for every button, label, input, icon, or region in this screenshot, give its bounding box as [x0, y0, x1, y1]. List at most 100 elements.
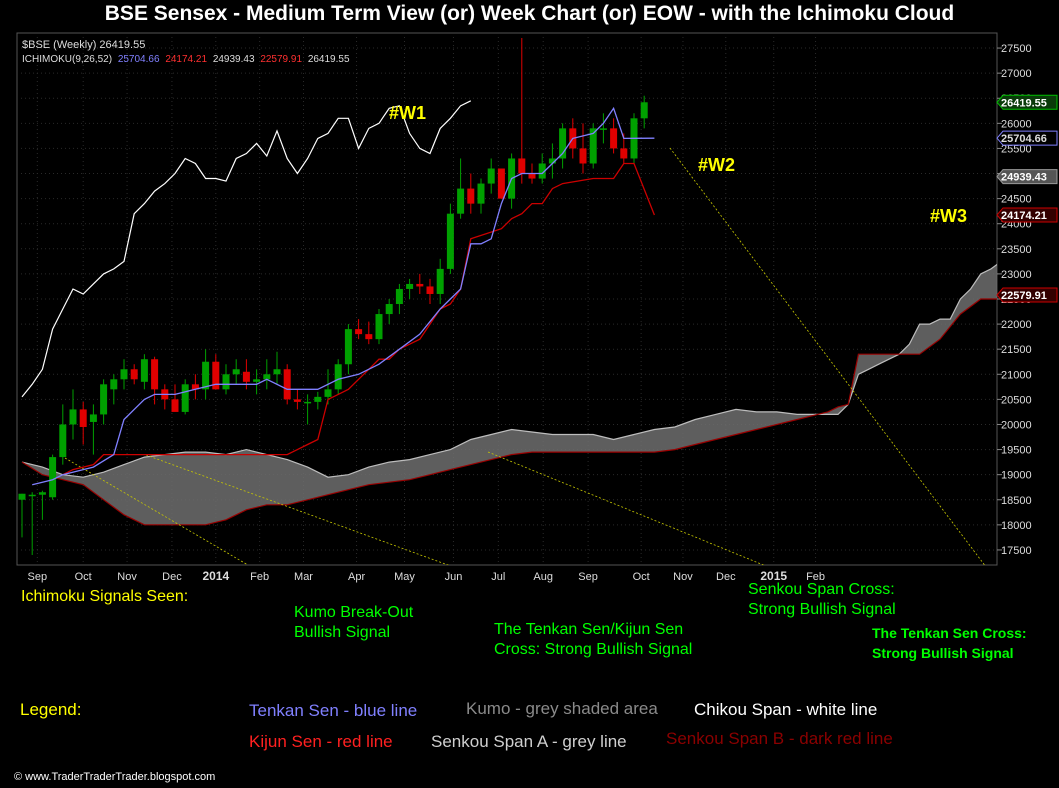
signal-kumo-breakout: Kumo Break-Out Bullish Signal [294, 603, 413, 643]
candle-body [406, 283, 414, 289]
y-tick-label: 21500 [1001, 344, 1032, 356]
annotation-lines [64, 147, 986, 565]
x-tick-label: Sep [578, 571, 598, 583]
candle-body [222, 374, 230, 390]
x-axis: Sep Oct Nov Dec 2014 Feb Mar Apr May Jun Jul Aug Sep… [28, 569, 826, 583]
candle-body [263, 374, 271, 380]
symbol-line: $BSE (Weekly) 26419.55 [22, 39, 145, 51]
value-box [996, 130, 1058, 146]
candle-body [528, 173, 536, 179]
candle-body [69, 409, 77, 425]
candle-body [120, 369, 128, 380]
x-tick-label: Oct [75, 571, 92, 583]
candle-body [436, 268, 444, 294]
x-tick-label: Jul [491, 571, 505, 583]
value-box [996, 287, 1058, 303]
signal-tk-cross: The Tenkan Sen/Kijun Sen Cross: Strong B… [494, 620, 692, 660]
x-tick-label: Jun [445, 571, 463, 583]
legend-senkou-b: Senkou Span B - dark red line [666, 729, 893, 748]
wave-label-w1: #W1 [389, 103, 426, 123]
y-tick-label: 19000 [1001, 470, 1032, 482]
candle-body [620, 148, 628, 159]
kumo-cloud [22, 264, 997, 525]
indicator-line: ICHIMOKU(9,26,52) 25704.66 24174.21 2493… [22, 54, 350, 65]
y-tick-label: 24500 [1001, 194, 1032, 206]
value-box-label: 24939.43 [1001, 172, 1047, 184]
candle-body [375, 314, 383, 340]
indicator-value-senkou-a: 24939.43 [213, 54, 255, 65]
signal-senkou-cross: Senkou Span Cross: Strong Bullish Signal [748, 580, 896, 620]
y-tick-label: 27500 [1001, 43, 1032, 55]
candle-body [334, 364, 342, 390]
candle-body [28, 494, 36, 497]
candle-body [181, 384, 189, 412]
candle-body [49, 457, 57, 498]
candle-body [477, 183, 485, 204]
chart-title: BSE Sensex - Medium Term View (or) Week … [104, 2, 955, 25]
candle-body [130, 369, 138, 380]
value-box [996, 169, 1058, 185]
x-tick-label: Sep [28, 571, 48, 583]
candle-body [283, 369, 291, 400]
value-box-label: 25704.66 [1001, 133, 1047, 145]
signal-line: Senkou Span Cross: [748, 581, 895, 598]
candle-body [140, 359, 148, 382]
x-tick-label: Nov [673, 571, 693, 583]
candle-body [395, 288, 403, 305]
candle-body [548, 158, 556, 164]
y-tick-label: 27000 [1001, 68, 1032, 80]
legend-kijun: Kijun Sen - red line [249, 732, 393, 751]
grid [17, 33, 997, 565]
candle-body [610, 128, 618, 149]
signal-line: Bullish Signal [294, 624, 391, 641]
indicator-value-tenkan: 25704.66 [118, 54, 160, 65]
annotation-connector [487, 451, 765, 565]
candle-body [355, 329, 363, 335]
y-tick-label: 21000 [1001, 369, 1032, 381]
legend-heading: Legend: [20, 700, 82, 719]
candle-body [497, 168, 505, 199]
candle-body [242, 371, 250, 382]
y-tick-label: 22000 [1001, 319, 1032, 331]
senkou-span-a-line [21, 263, 997, 478]
candle-body [446, 213, 454, 269]
y-tick-label: 20500 [1001, 394, 1032, 406]
legend-tenkan: Tenkan Sen - blue line [249, 701, 418, 720]
x-tick-label: Nov [117, 571, 137, 583]
signal-line: Strong Bullish Signal [748, 601, 896, 618]
candle-body [293, 399, 301, 402]
candle-body [314, 396, 322, 402]
y-tick-label: 19500 [1001, 445, 1032, 457]
candle-body [589, 128, 597, 164]
candle-body [273, 369, 281, 375]
annotation-connector [145, 454, 450, 565]
x-tick-label: Dec [716, 571, 736, 583]
candle-body [324, 389, 332, 397]
indicator-value-kijun: 24174.21 [165, 54, 207, 65]
candle-body [365, 334, 373, 340]
copyright: © www.TraderTraderTrader.blogspot.com [14, 771, 216, 783]
value-box [996, 94, 1058, 110]
candle-body [18, 493, 26, 500]
candle-body [538, 163, 546, 179]
candle-body [304, 401, 312, 404]
candle-body [253, 379, 261, 382]
y-tick-label: 25500 [1001, 143, 1032, 155]
x-tick-label: Dec [162, 571, 182, 583]
x-tick-label: Mar [294, 571, 313, 583]
x-tick-label: 2014 [202, 569, 229, 583]
signal-line: The Tenkan Sen Cross: [872, 625, 1027, 641]
candle-body [100, 384, 108, 415]
signals-heading: Ichimoku Signals Seen: [21, 588, 189, 605]
y-tick-label: 26000 [1001, 118, 1032, 130]
candle-body [59, 424, 67, 458]
candle-body [38, 492, 46, 495]
y-tick-label: 17500 [1001, 545, 1032, 557]
candle-body [579, 148, 587, 164]
legend-kumo: Kumo - grey shaded area [466, 699, 658, 718]
wave-label-w2: #W2 [698, 155, 735, 175]
candle-body [416, 283, 424, 287]
candle-body [171, 399, 179, 412]
wave-label-w3: #W3 [930, 206, 967, 226]
value-box [996, 207, 1058, 223]
